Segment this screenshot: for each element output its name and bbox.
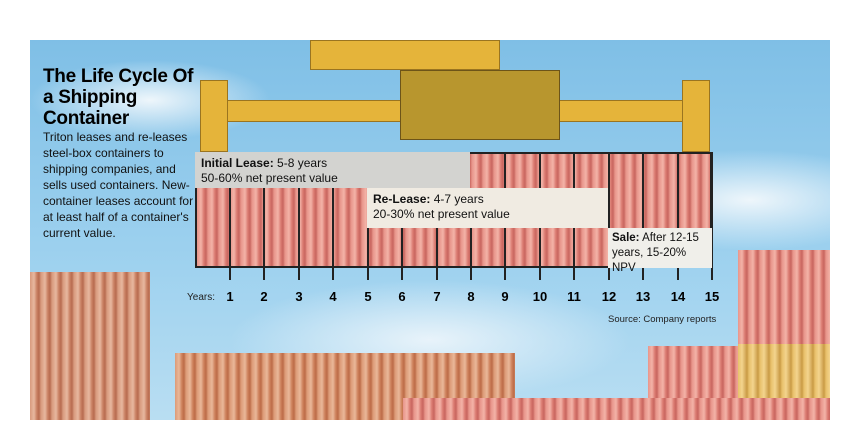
sale-title: Sale: [612, 232, 640, 244]
year-tick [332, 188, 334, 280]
initial-lease-label: Initial Lease: 5-8 years 50-60% net prese… [195, 152, 470, 188]
year-tick-upper [539, 152, 541, 188]
crane-machinery [400, 70, 560, 140]
year-label: 7 [433, 289, 441, 304]
year-tick-upper [573, 152, 575, 188]
year-tick-upper [504, 152, 506, 188]
sale-value: years, 15-20% NPV [612, 247, 687, 274]
year-label: 11 [567, 289, 581, 304]
crane-top-beam [310, 40, 500, 70]
years-axis-label: Years: [187, 292, 215, 303]
year-label: 4 [329, 289, 337, 304]
year-label: 10 [532, 289, 548, 304]
initial-lease-value: 50-60% net present value [201, 171, 338, 185]
year-tick [367, 188, 369, 280]
year-tick-upper [608, 152, 610, 188]
year-tick [263, 188, 265, 280]
initial-lease-title: Initial Lease: [201, 156, 274, 170]
page-title: The Life Cycle Of a Shipping Container [43, 66, 194, 129]
re-lease-value: 20-30% net present value [373, 207, 510, 221]
crane-right-arm [682, 80, 710, 152]
source-note: Source: Company reports [608, 314, 717, 325]
sale-years: After 12-15 [642, 232, 699, 244]
re-lease-label: Re-Lease: 4-7 years 20-30% net present va… [367, 188, 608, 228]
year-tick [470, 188, 472, 280]
year-label: 3 [295, 289, 303, 304]
year-label: 14 [670, 289, 686, 304]
description: Triton leases and re-leases steel-box co… [43, 130, 194, 240]
sale-label: Sale: After 12-15 years, 15-20% NPV [608, 228, 712, 274]
year-tick [298, 188, 300, 280]
year-tick-upper [711, 152, 713, 188]
year-tick-upper [642, 152, 644, 188]
year-tick [711, 188, 713, 280]
year-label: 6 [398, 289, 406, 304]
crane-left-arm [200, 80, 228, 152]
year-label: 13 [635, 289, 651, 304]
year-tick [229, 188, 231, 280]
year-tick [401, 188, 403, 280]
year-label: 8 [467, 289, 475, 304]
year-tick [573, 188, 575, 280]
year-label: 15 [704, 289, 720, 304]
year-label: 12 [601, 289, 617, 304]
re-lease-title: Re-Lease: [373, 192, 431, 206]
year-label: 1 [226, 289, 234, 304]
container-left-stack [30, 272, 150, 420]
year-label: 9 [501, 289, 509, 304]
year-tick [539, 188, 541, 280]
re-lease-years: 4-7 years [433, 192, 484, 206]
year-label: 2 [260, 289, 268, 304]
initial-lease-years: 5-8 years [277, 156, 328, 170]
year-label: 5 [364, 289, 372, 304]
container-right-stack-top [738, 250, 830, 344]
container-right-small [648, 346, 738, 398]
year-tick [504, 188, 506, 280]
year-tick-upper [677, 152, 679, 188]
container-bottom-right [403, 398, 830, 420]
container-right-stack-yellow [738, 344, 830, 398]
year-tick [436, 188, 438, 280]
